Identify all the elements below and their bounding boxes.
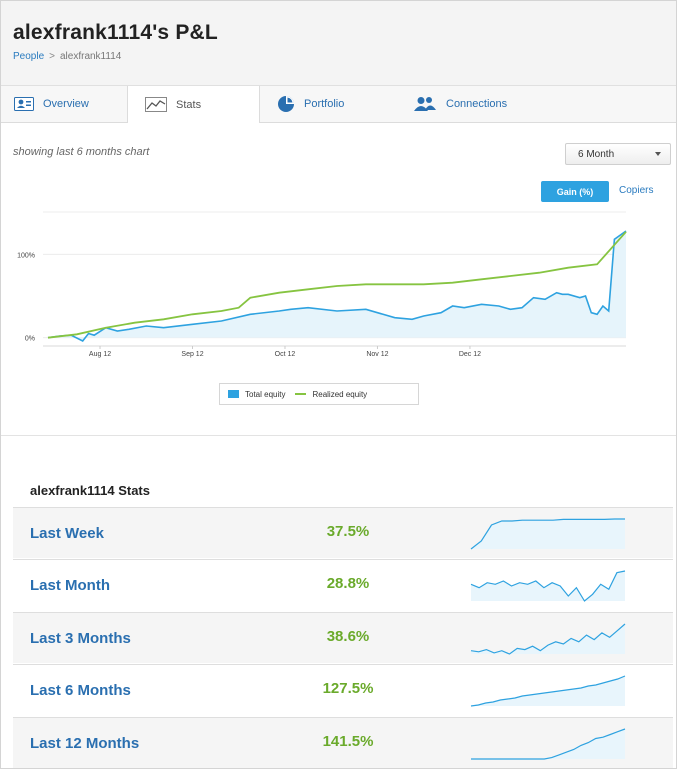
chevron-down-icon — [655, 152, 661, 156]
tab-bar: Overview Stats Portfolio Connections — [1, 86, 676, 123]
people-icon — [413, 96, 437, 112]
tab-overview-label: Overview — [43, 98, 89, 110]
stat-label[interactable]: Last Week — [30, 525, 104, 542]
tab-overview[interactable]: Overview — [1, 86, 127, 122]
sparkline — [470, 623, 626, 655]
copiers-toggle-button[interactable]: Copiers — [619, 185, 654, 196]
sparkline-area — [471, 729, 625, 759]
x-tick-label: Oct 12 — [275, 351, 296, 358]
stat-value: 141.5% — [322, 733, 374, 750]
tab-stats[interactable]: Stats — [127, 86, 260, 123]
tab-portfolio-label: Portfolio — [304, 98, 345, 110]
stat-row: Last 6 Months 127.5% — [13, 664, 673, 715]
legend-total-label: Total equity — [245, 389, 286, 399]
sparkline-line — [470, 570, 626, 602]
stat-label[interactable]: Last 3 Months — [30, 630, 131, 647]
line-chart-icon — [145, 97, 167, 112]
sparkline — [470, 518, 625, 550]
stats-title: alexfrank1114 Stats — [30, 483, 150, 498]
x-tick-label: Sep 12 — [181, 351, 203, 358]
total-equity-area — [48, 231, 626, 341]
sparkline — [471, 728, 626, 760]
stat-value: 127.5% — [322, 680, 374, 697]
breadcrumb: People > alexfrank1114 — [13, 51, 121, 62]
stat-label[interactable]: Last 12 Months — [30, 735, 140, 752]
stat-row: Last 12 Months 141.5% — [13, 717, 673, 768]
chart-legend: Total equity Realized equity — [219, 383, 419, 405]
section-divider — [1, 435, 676, 436]
sparkline-area — [471, 571, 625, 601]
stat-label[interactable]: Last Month — [30, 577, 110, 594]
stat-row: Last 3 Months 38.6% — [13, 612, 673, 663]
breadcrumb-people-link[interactable]: People — [13, 51, 45, 62]
x-tick-label: Aug 12 — [89, 351, 111, 358]
tab-connections-label: Connections — [446, 98, 508, 110]
y-tick-label: 0% — [25, 336, 35, 343]
equity-chart: 100% 0% Aug 12 Sep 12 Oct 12 Nov 12 Dec 12 — [17, 209, 627, 358]
tab-connections[interactable]: Connections — [413, 86, 563, 122]
profile-card-icon — [14, 97, 34, 111]
stat-row: Last Week 37.5% — [13, 507, 673, 558]
pie-chart-icon — [277, 95, 295, 113]
sparkline-area — [471, 676, 625, 706]
stat-value: 28.8% — [326, 575, 370, 592]
chart-period-note: showing last 6 months chart — [13, 146, 150, 158]
sparkline — [470, 570, 626, 602]
legend-realized-swatch — [295, 393, 307, 395]
page-title: alexfrank1114's P&L — [13, 21, 218, 44]
breadcrumb-separator: > — [49, 51, 55, 62]
gain-toggle-button[interactable]: Gain (%) — [541, 181, 609, 202]
x-tick-label: Dec 12 — [459, 351, 481, 358]
sparkline-line — [470, 675, 626, 707]
legend-realized-label: Realized equity — [312, 389, 368, 399]
realized-equity-line — [47, 231, 627, 339]
stat-row: Last Month 28.8% — [13, 559, 673, 610]
sparkline-area — [471, 519, 625, 549]
breadcrumb-current: alexfrank1114 — [59, 51, 122, 62]
page-header: alexfrank1114's P&L People > alexfrank1114 — [1, 1, 676, 86]
stat-value: 38.6% — [326, 628, 370, 645]
sparkline — [470, 675, 626, 707]
total-equity-line — [47, 230, 627, 343]
stat-value: 37.5% — [326, 523, 370, 540]
period-dropdown[interactable]: 6 Month — [565, 143, 671, 165]
sparkline-area — [471, 624, 625, 654]
legend-total-swatch — [228, 390, 239, 398]
y-tick-label: 100% — [17, 252, 35, 259]
sparkline-line — [471, 728, 626, 760]
tab-portfolio[interactable]: Portfolio — [277, 86, 397, 122]
period-dropdown-value: 6 Month — [578, 149, 615, 160]
stat-label[interactable]: Last 6 Months — [30, 682, 131, 699]
tab-stats-label: Stats — [176, 98, 202, 111]
sparkline-line — [470, 518, 625, 550]
sparkline-line — [470, 623, 626, 655]
x-tick-label: Nov 12 — [366, 351, 388, 358]
